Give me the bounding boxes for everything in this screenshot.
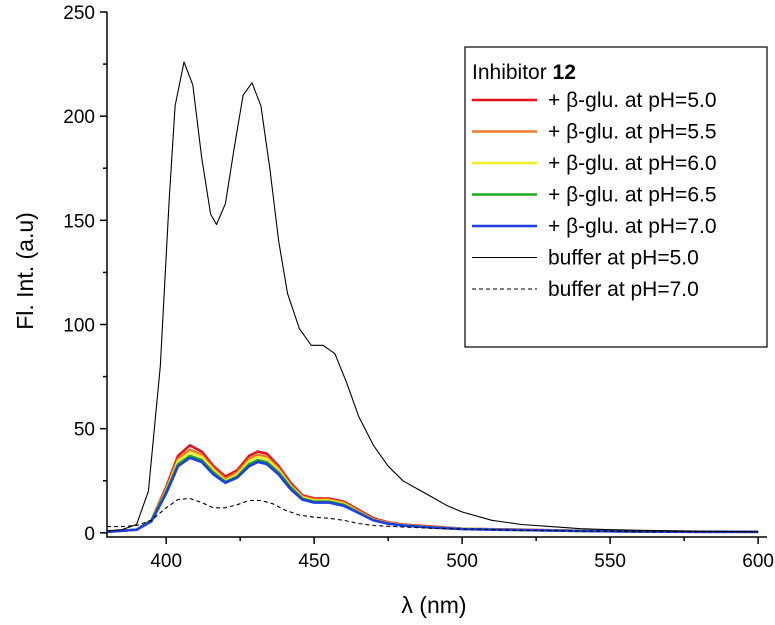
legend-label: + β-glu. at pH=6.0: [548, 152, 717, 175]
legend-label: buffer at pH=7.0: [548, 278, 699, 301]
legend-label: + β-glu. at pH=5.5: [548, 121, 717, 144]
y-axis-title: Fl. Int. (a.u): [12, 212, 38, 330]
y-tick-label: 100: [63, 316, 95, 337]
y-tick-label: 200: [63, 107, 95, 128]
series-line-4: [106, 454, 759, 533]
legend-box: [464, 46, 768, 348]
ticks: 400 450 500 550 600 0 50 100 150 200 250: [63, 3, 774, 572]
legend-label: buffer at pH=5.0: [548, 247, 699, 270]
legend-label: + β-glu. at pH=5.0: [548, 89, 717, 112]
y-tick-label: 0: [84, 524, 95, 545]
legend-title: Inhibitor 12: [472, 61, 576, 84]
x-tick-label: 450: [298, 551, 330, 572]
plot-area: [106, 61, 759, 534]
x-tick-label: 500: [446, 551, 478, 572]
x-tick-label: 400: [150, 551, 182, 572]
x-tick-label: 600: [742, 551, 774, 572]
y-tick-label: 50: [74, 420, 95, 441]
series-line-7: [107, 497, 759, 533]
y-tick-label: 250: [63, 3, 95, 24]
legend-label: + β-glu. at pH=6.5: [548, 184, 717, 207]
legend: Inhibitor 12 + β-glu. at pH=5.0 + β-glu. …: [464, 46, 768, 348]
series-line-5: [106, 456, 759, 534]
x-axis-title: λ (nm): [401, 592, 466, 618]
axes: [106, 12, 767, 538]
y-tick-label: 150: [63, 211, 95, 232]
legend-label: + β-glu. at pH=7.0: [548, 215, 717, 238]
series-line-6: [106, 61, 759, 533]
x-tick-label: 550: [594, 551, 626, 572]
axis-lines: [106, 12, 767, 538]
